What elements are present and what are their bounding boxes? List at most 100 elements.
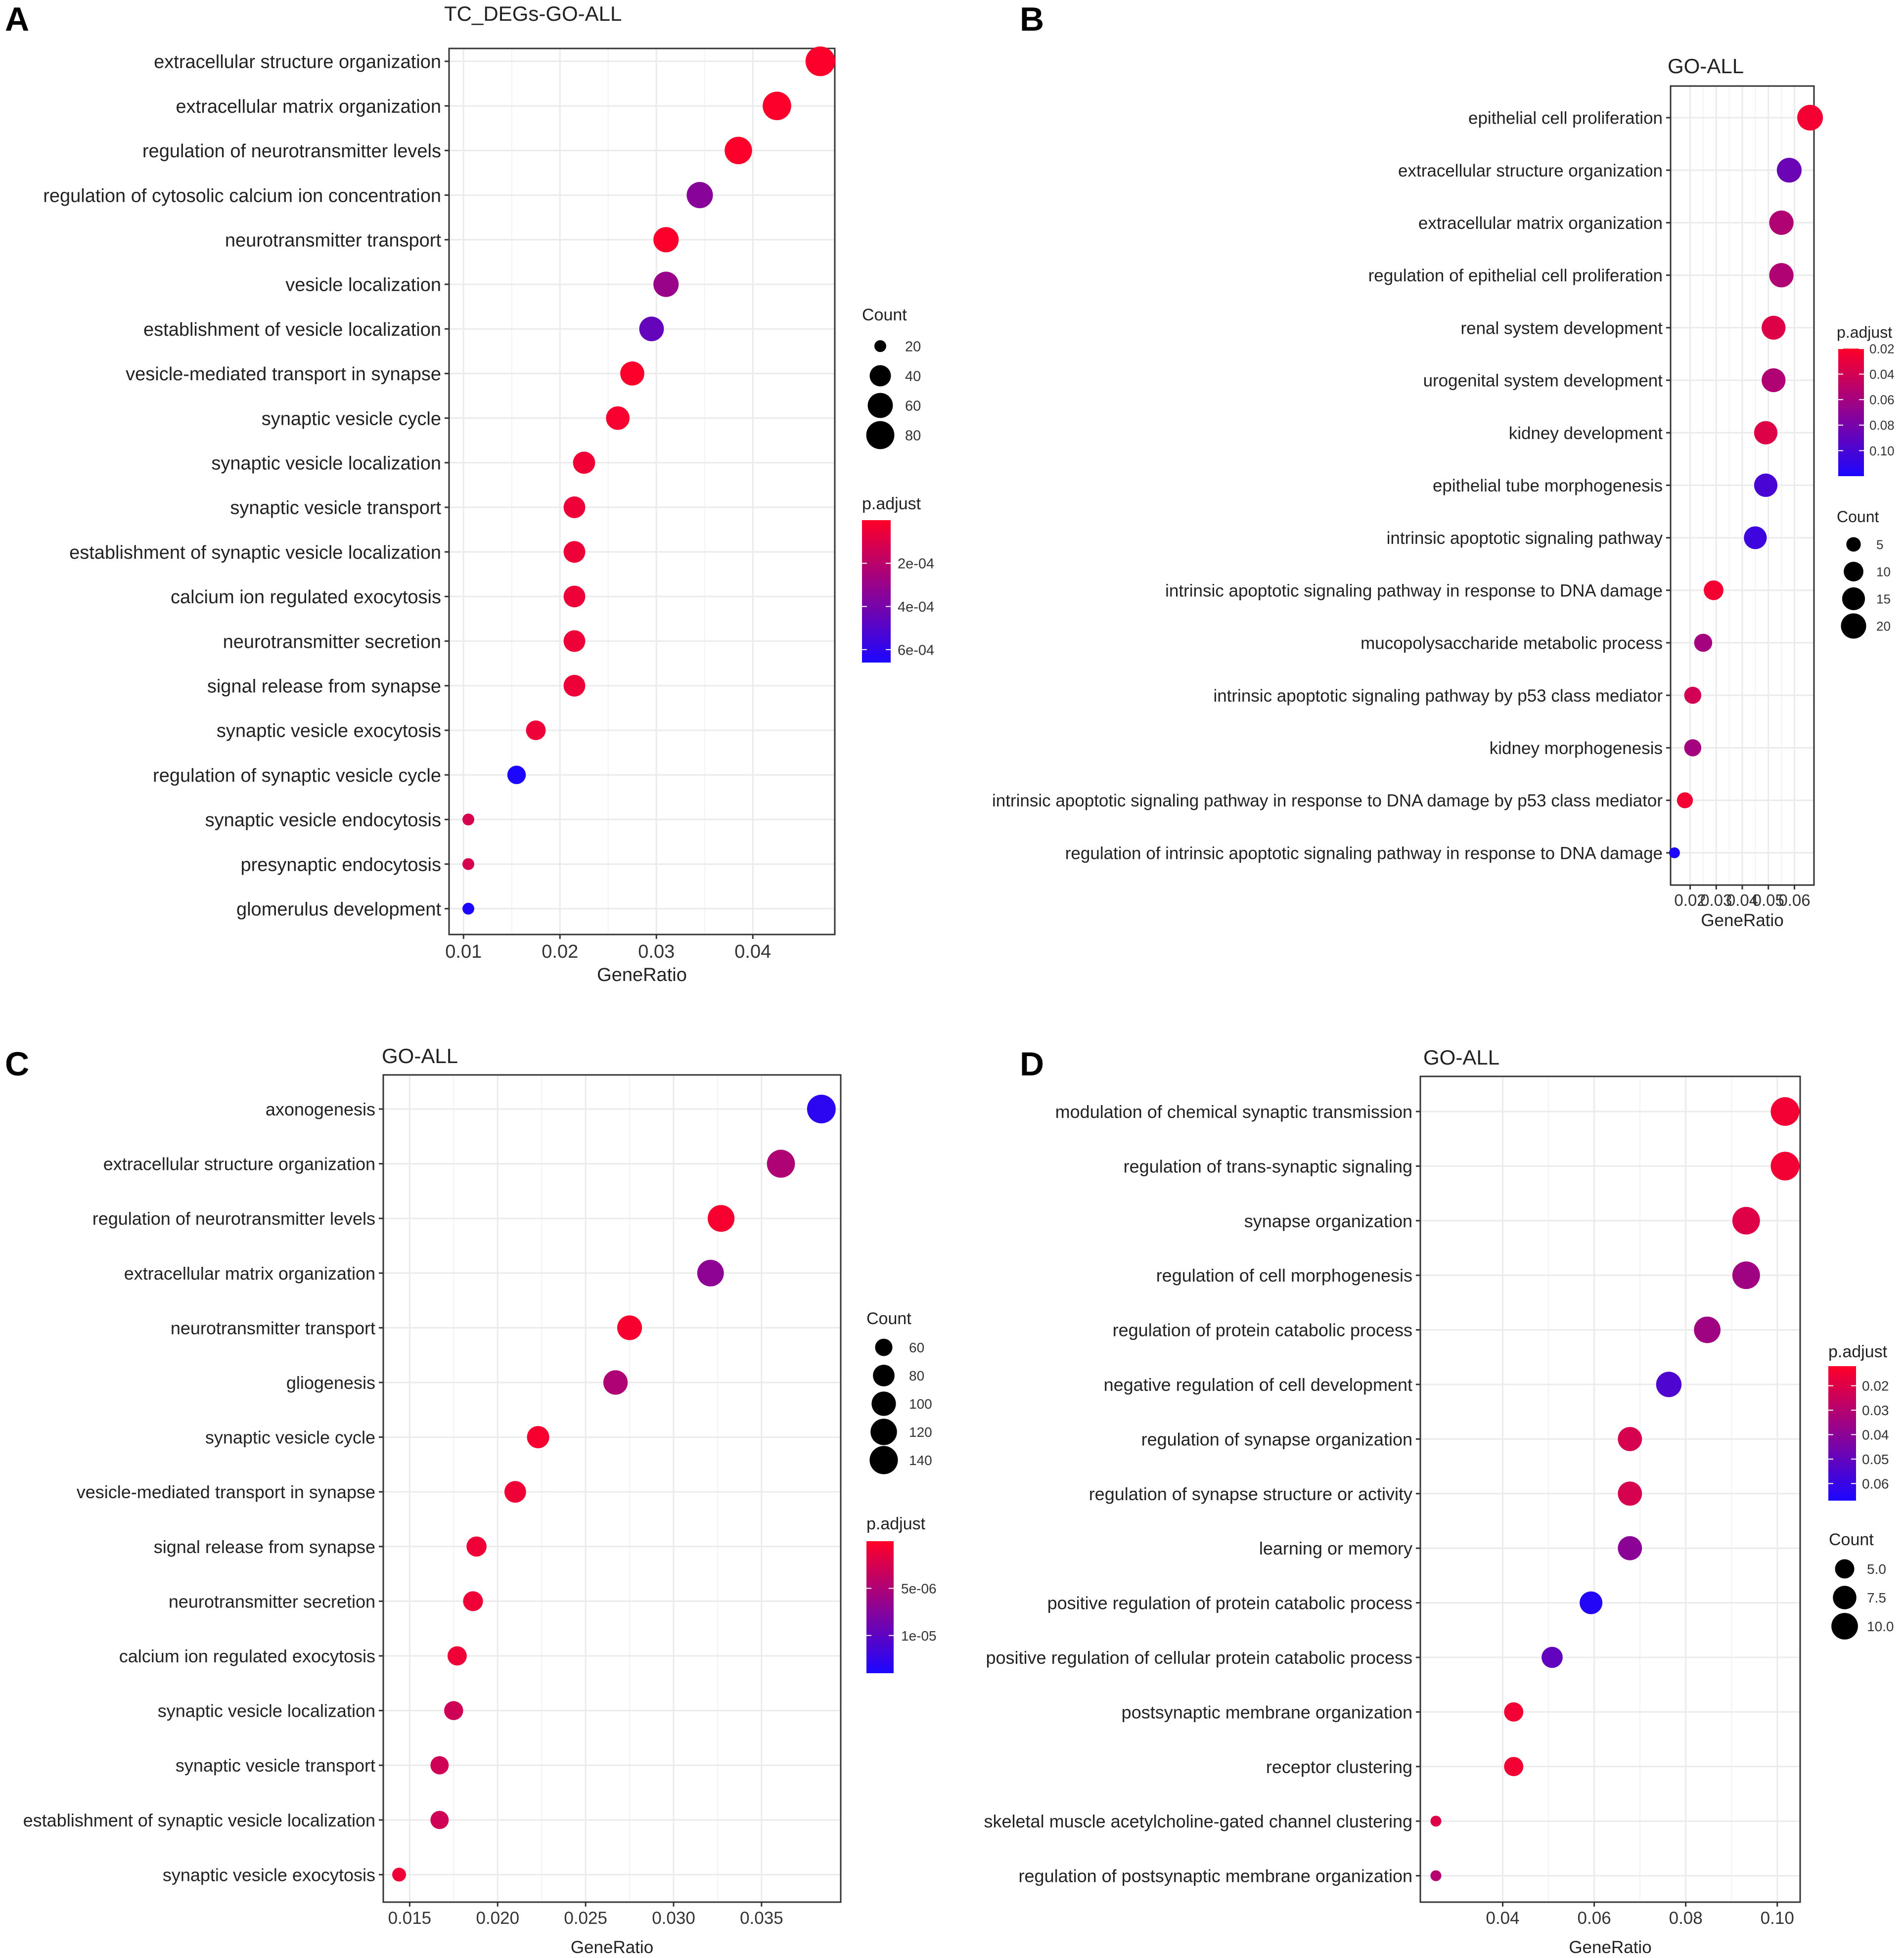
panel-c-count-legend-dot — [873, 1365, 895, 1386]
panel-a-title: TC_DEGs-GO-ALL — [444, 2, 622, 25]
panel-c-xaxis-title: GeneRatio — [571, 1938, 653, 1957]
panel-d-count-legend-title: Count — [1829, 1530, 1874, 1549]
panel-c-point — [527, 1426, 549, 1449]
panel-d-term-label: skeletal muscle acetylcholine-gated chan… — [984, 1811, 1412, 1831]
panel-b-point — [1769, 210, 1794, 235]
panel-c-color-legend-bar — [866, 1541, 894, 1673]
panel-c-point — [504, 1481, 526, 1503]
panel-b-term-label: intrinsic apoptotic signaling pathway in… — [1165, 581, 1663, 600]
panel-d-color-legend-label: 0.03 — [1862, 1403, 1889, 1418]
panel-a-point — [573, 451, 595, 474]
panel-b-xtick-label: 0.02 — [1674, 891, 1706, 909]
panel-d-point — [1430, 1816, 1442, 1827]
panel-c-point — [447, 1646, 467, 1666]
panel-b-point — [1704, 580, 1723, 600]
panel-a-term-label: extracellular matrix organization — [176, 96, 441, 117]
panel-a-term-label: vesicle-mediated transport in synapse — [126, 364, 441, 385]
panel-d-xtick-label: 0.04 — [1486, 1909, 1519, 1928]
panel-b-point — [1744, 526, 1767, 549]
panel-c-count-legend-dot — [875, 1338, 893, 1356]
panel-a-point — [526, 720, 546, 740]
panel-b-color-legend-label: 0.08 — [1869, 418, 1895, 433]
panel-a-term-label: establishment of vesicle localization — [143, 319, 441, 340]
panel-a-term-label: synaptic vesicle transport — [230, 498, 441, 519]
panel-b-count-legend-label: 5 — [1876, 537, 1883, 552]
panel-a-term-label: regulation of neurotransmitter levels — [142, 141, 441, 162]
panel-c-term-label: synaptic vesicle cycle — [205, 1427, 375, 1448]
panel-c-count-legend-label: 120 — [909, 1424, 932, 1440]
panel-c-term-label: synaptic vesicle localization — [158, 1701, 375, 1721]
panel-a-point — [563, 541, 586, 563]
panel-c-xtick-label: 0.020 — [476, 1909, 519, 1928]
panel-b-xtick-label: 0.06 — [1778, 891, 1810, 909]
panel-d-count-legend-dot — [1831, 1613, 1858, 1640]
panel-d-point — [1732, 1261, 1760, 1290]
panel-d-point — [1770, 1152, 1800, 1181]
panel-d-xtick-label: 0.06 — [1578, 1909, 1611, 1928]
panel-b-xtick-label: 0.05 — [1753, 891, 1784, 909]
panel-a-count-legend-dot — [869, 365, 891, 387]
panel-b-point — [1669, 847, 1680, 858]
panel-a-term-label: presynaptic endocytosis — [240, 854, 441, 875]
panel-a-point — [653, 227, 679, 253]
panel-c-term-label: calcium ion regulated exocytosis — [119, 1646, 375, 1666]
panel-c-title: GO-ALL — [382, 1044, 458, 1068]
panel-b-term-label: regulation of intrinsic apoptotic signal… — [1065, 844, 1663, 863]
panel-a-xtick-label: 0.02 — [542, 941, 578, 962]
panel-d-term-label: positive regulation of protein catabolic… — [1047, 1593, 1412, 1613]
panel-a-count-legend-dot — [874, 340, 886, 352]
panel-c-count-legend-dot — [871, 1391, 896, 1416]
panel-b-color-legend-label: 0.06 — [1869, 393, 1895, 407]
panel-d-term-label: regulation of trans-synaptic signaling — [1124, 1156, 1412, 1176]
panel-d-point — [1618, 1426, 1642, 1451]
panel-a-point — [462, 858, 474, 870]
panel-d-title: GO-ALL — [1423, 1046, 1499, 1069]
panel-a-point — [563, 674, 586, 697]
panel-a-point — [563, 630, 586, 652]
panel-letter-b: B — [1020, 0, 1044, 38]
panel-b-point — [1754, 473, 1778, 497]
panel-b-chart: GO-ALL epithelial cell proliferation extr… — [992, 54, 1895, 930]
panel-d-plot-frame — [1419, 1075, 1801, 1903]
panel-b-color-legend-bar — [1838, 349, 1864, 476]
panel-b-term-label: kidney morphogenesis — [1490, 739, 1663, 758]
panel-d-term-label: negative regulation of cell development — [1104, 1375, 1412, 1395]
panel-d-point — [1430, 1870, 1442, 1881]
panel-b-term-label: extracellular structure organization — [1398, 161, 1663, 180]
panel-c-count-legend-label: 80 — [909, 1368, 924, 1383]
panel-d-color-legend-title: p.adjust — [1828, 1342, 1888, 1361]
panel-a-point — [653, 271, 679, 297]
panel-a-point — [725, 136, 752, 165]
panel-c-point — [767, 1150, 795, 1178]
panel-a-term-label: neurotransmitter secretion — [223, 631, 441, 652]
panel-letter-d: D — [1020, 1045, 1044, 1083]
panel-b-term-label: urogenital system development — [1423, 371, 1663, 391]
panel-a-chart: TC_DEGs-GO-ALL extracellular structure o… — [43, 2, 934, 985]
panel-b-color-legend-label: 0.02 — [1869, 341, 1895, 356]
panel-b-title: GO-ALL — [1668, 54, 1744, 78]
panel-d-term-label: postsynaptic membrane organization — [1122, 1702, 1412, 1722]
panel-a-color-legend-bar — [862, 520, 891, 663]
panel-a-color-legend-title: p.adjust — [862, 494, 921, 513]
panel-c-count-legend-title: Count — [866, 1309, 911, 1328]
panel-a-color-legend-label: 6e-04 — [898, 642, 934, 658]
panel-a-term-label: vesicle localization — [285, 275, 441, 296]
panel-c-term-label: regulation of neurotransmitter levels — [92, 1208, 375, 1229]
panel-a-term-label: extracellular structure organization — [154, 52, 441, 73]
panel-d-count-legend-label: 5.0 — [1867, 1561, 1886, 1577]
panel-a-color-legend-label: 4e-04 — [898, 599, 934, 615]
panel-b-point — [1769, 263, 1794, 288]
panel-a-term-label: synaptic vesicle exocytosis — [217, 721, 441, 742]
panel-c-point — [707, 1205, 735, 1232]
panel-d-xtick-label: 0.10 — [1761, 1909, 1794, 1928]
panel-b-point — [1776, 158, 1802, 183]
panel-d-xaxis-title: GeneRatio — [1569, 1938, 1651, 1957]
panel-c-point — [807, 1095, 836, 1123]
panel-d-count-legend-dot — [1835, 1559, 1855, 1579]
panel-d-point — [1770, 1097, 1800, 1126]
panel-a-count-legend-title: Count — [862, 306, 907, 324]
panel-c-count-legend-label: 60 — [909, 1340, 924, 1355]
panel-c-point — [444, 1701, 463, 1720]
panel-b-term-label: intrinsic apoptotic signaling pathway by… — [1213, 686, 1663, 706]
